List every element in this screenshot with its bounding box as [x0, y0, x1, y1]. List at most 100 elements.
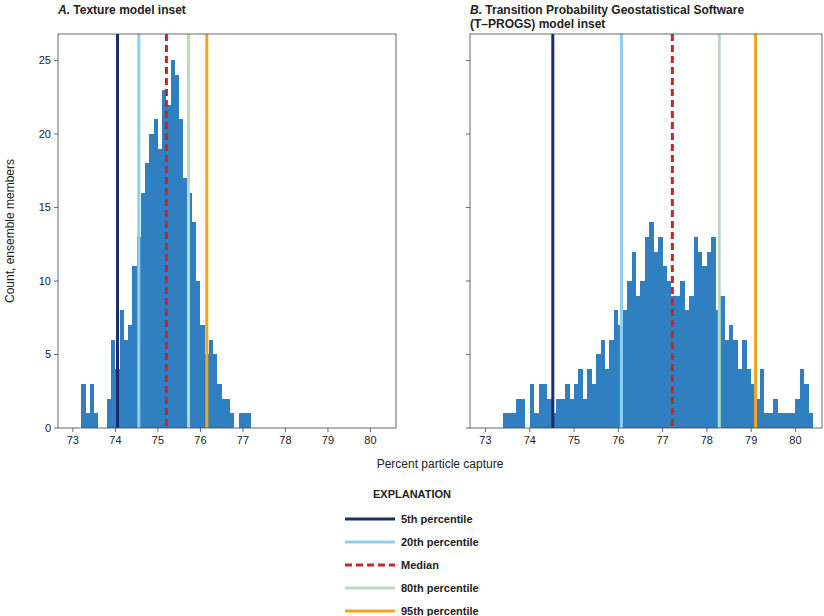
- histogram-bar: [725, 340, 729, 428]
- histogram-bar: [636, 296, 640, 428]
- x-tick: [618, 428, 619, 432]
- histogram-bar: [530, 384, 534, 428]
- panel-title: A. Texture model inset: [57, 3, 186, 17]
- histogram-bar: [689, 296, 693, 428]
- histogram-bar: [141, 193, 145, 428]
- histogram-bar: [503, 413, 507, 428]
- histogram-bar: [154, 119, 158, 428]
- histogram-bar: [583, 399, 587, 428]
- x-tick-label: 74: [524, 434, 536, 446]
- histogram-bar: [787, 413, 791, 428]
- legend-label: 95th percentile: [401, 605, 479, 616]
- histogram-bar: [592, 384, 596, 428]
- histogram-bar: [596, 354, 600, 428]
- histogram-bar: [769, 413, 773, 428]
- legend: EXPLANATION5th percentile20th percentile…: [345, 488, 479, 616]
- histogram-bar: [667, 281, 671, 428]
- histogram-bar: [111, 340, 115, 428]
- y-tick: [466, 428, 470, 429]
- histogram-bar: [632, 252, 636, 428]
- histogram-bar: [654, 252, 658, 428]
- histogram-bar: [614, 310, 618, 428]
- y-tick-label: 25: [39, 54, 51, 66]
- x-tick-label: 77: [237, 434, 249, 446]
- histogram-bar: [192, 222, 196, 428]
- x-tick: [157, 428, 158, 432]
- percentile-line: [718, 34, 721, 428]
- histogram-bar: [547, 399, 551, 428]
- y-tick: [54, 280, 58, 281]
- percentile-line: [205, 34, 208, 428]
- x-tick: [662, 428, 663, 432]
- x-tick: [706, 428, 707, 432]
- x-tick: [485, 428, 486, 432]
- histogram-bar: [685, 310, 689, 428]
- histogram-bar: [707, 252, 711, 428]
- histogram-bar: [516, 399, 520, 428]
- y-tick: [54, 133, 58, 134]
- y-tick-label: 15: [39, 201, 51, 213]
- x-tick: [115, 428, 116, 432]
- y-tick: [54, 428, 58, 429]
- figure: A. Texture model inset737475767778798005…: [0, 0, 824, 616]
- histogram-bar: [676, 296, 680, 428]
- histogram-bar: [601, 340, 605, 428]
- histogram-bar: [645, 237, 649, 428]
- histogram-bar: [623, 310, 627, 428]
- x-tick: [200, 428, 201, 432]
- y-tick-label: 5: [45, 348, 51, 360]
- histogram-bar: [760, 369, 764, 428]
- histogram-bar: [764, 413, 768, 428]
- histogram-bar: [565, 384, 569, 428]
- x-axis-label: Percent particle capture: [377, 457, 504, 471]
- histogram-bar: [658, 237, 662, 428]
- x-tick-label: 79: [322, 434, 334, 446]
- histogram-bar: [222, 399, 226, 428]
- histogram-bar: [217, 384, 221, 428]
- histogram-bar: [175, 75, 179, 428]
- x-tick-label: 80: [364, 434, 376, 446]
- histogram-bar: [539, 384, 543, 428]
- x-tick: [370, 428, 371, 432]
- x-tick: [242, 428, 243, 432]
- histogram-bar: [521, 399, 525, 428]
- histogram-bar: [81, 384, 85, 428]
- plot-area: [81, 34, 251, 428]
- plot-frame: [470, 34, 822, 428]
- histogram-bar: [663, 266, 667, 428]
- plot-area: [503, 34, 813, 428]
- y-tick-label: 0: [45, 422, 51, 434]
- panel: B. Transition Probability Geostatistical…: [466, 3, 822, 446]
- histogram-bar: [132, 266, 136, 428]
- panel-title: (T–PROGS) model inset: [470, 17, 605, 31]
- histogram-bar: [694, 237, 698, 428]
- y-tick-label: 10: [39, 275, 51, 287]
- histogram-bar: [733, 340, 737, 428]
- histogram-bar: [171, 60, 175, 428]
- histogram-bar: [239, 413, 243, 428]
- histogram-bar: [149, 134, 153, 428]
- histogram-bar: [800, 369, 804, 428]
- percentile-line: [165, 34, 168, 428]
- x-tick-label: 76: [612, 434, 624, 446]
- y-tick: [466, 133, 470, 134]
- histogram-bar: [512, 413, 516, 428]
- histogram-bar: [179, 119, 183, 428]
- legend-swatch: [345, 587, 395, 590]
- histogram-bar: [720, 296, 724, 428]
- y-tick: [54, 60, 58, 61]
- plot-frame: [58, 34, 396, 428]
- percentile-line: [671, 34, 674, 428]
- percentile-line: [137, 34, 140, 428]
- histogram-bar: [778, 413, 782, 428]
- legend-title: EXPLANATION: [373, 488, 451, 500]
- histogram-bar: [711, 237, 715, 428]
- x-tick-label: 74: [109, 434, 121, 446]
- histogram-bar: [738, 369, 742, 428]
- histogram-bar: [124, 340, 128, 428]
- histogram-bar: [605, 369, 609, 428]
- x-tick-label: 77: [656, 434, 668, 446]
- x-tick-label: 78: [701, 434, 713, 446]
- x-tick: [72, 428, 73, 432]
- percentile-line: [754, 34, 757, 428]
